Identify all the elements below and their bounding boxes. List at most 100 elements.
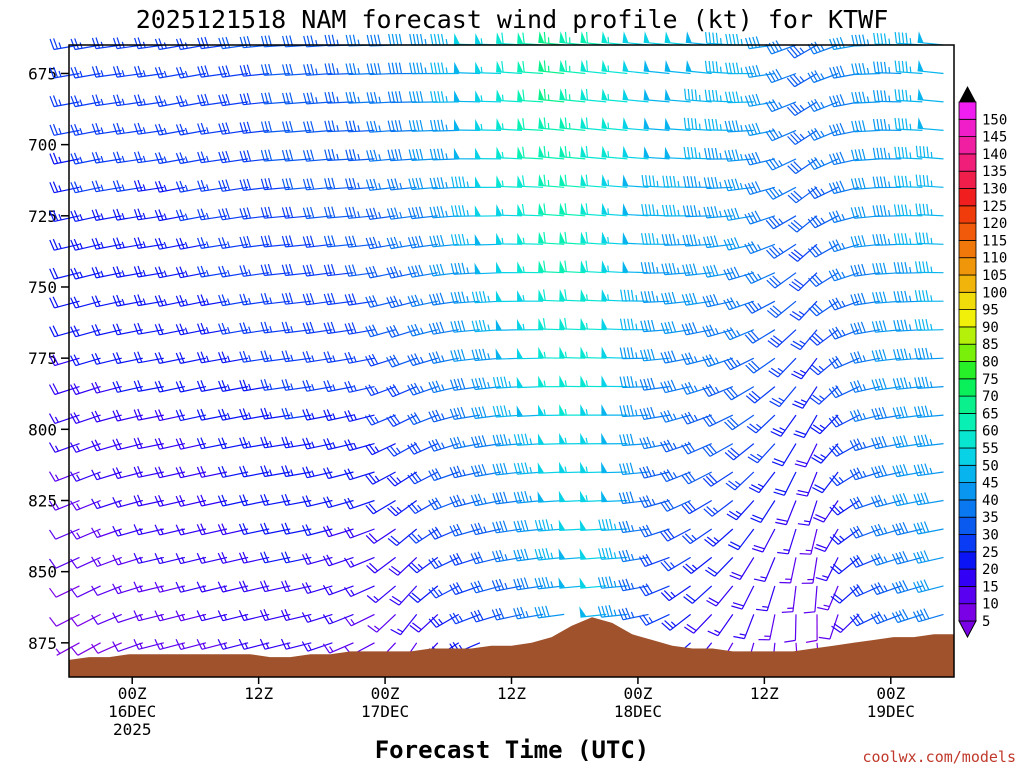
wind-barb <box>91 295 122 308</box>
wind-barb <box>196 408 228 421</box>
terrain-area <box>69 617 954 677</box>
wind-barb <box>238 523 270 535</box>
wind-barb <box>428 409 459 423</box>
wind-barb <box>849 380 881 393</box>
wind-barb <box>281 493 312 506</box>
wind-barb <box>388 62 417 75</box>
wind-barb <box>112 641 143 652</box>
wind-barb <box>807 98 839 112</box>
wind-barb <box>154 66 186 79</box>
wind-barb <box>260 63 291 76</box>
wind-barb <box>703 235 733 249</box>
wind-barb <box>770 414 797 437</box>
wind-barb <box>449 494 481 508</box>
wind-barb <box>196 638 228 650</box>
wind-barb <box>175 237 207 250</box>
wind-barb <box>133 610 164 622</box>
wind-barb <box>580 88 607 103</box>
wind-barb <box>829 500 860 516</box>
wind-barb <box>49 267 80 280</box>
wind-barb <box>787 129 818 146</box>
wind-barb <box>559 174 586 188</box>
wind-barb <box>260 321 291 334</box>
wind-barb <box>386 471 418 487</box>
colorbar-swatch <box>958 551 977 570</box>
colorbar-swatch <box>958 534 977 553</box>
wind-barb <box>471 319 502 333</box>
wind-barb <box>640 319 670 333</box>
wind-barb <box>661 262 691 276</box>
wind-barb <box>559 59 586 75</box>
wind-barb <box>196 465 228 478</box>
wind-barb <box>474 61 502 75</box>
wind-barb <box>387 528 418 547</box>
wind-barb <box>894 60 923 75</box>
wind-barb <box>829 65 860 79</box>
wind-barb <box>725 33 754 46</box>
wind-barb <box>808 272 839 288</box>
wind-barb <box>639 613 670 626</box>
wind-barb <box>794 443 818 468</box>
wind-barb <box>196 380 228 392</box>
wind-barb <box>386 295 417 309</box>
wind-barb <box>175 380 207 393</box>
wind-barb <box>322 613 354 625</box>
wind-barb <box>660 556 691 572</box>
wind-barb <box>641 233 670 245</box>
wind-barb <box>281 321 312 334</box>
colorbar-tick-label: 100 <box>982 285 1007 301</box>
wind-barb <box>281 436 312 449</box>
colorbar-swatch <box>958 447 977 466</box>
wind-barb <box>915 232 944 245</box>
wind-barb <box>154 266 186 279</box>
wind-barb <box>70 528 101 540</box>
wind-barb <box>91 180 122 193</box>
wind-barb <box>559 202 586 217</box>
wind-barb <box>281 522 312 535</box>
y-tick-label: 875 <box>28 634 57 653</box>
wind-barb <box>779 557 797 584</box>
wind-barb <box>324 91 354 104</box>
x-tick-label: 12Z <box>750 684 779 703</box>
wind-barb <box>660 321 691 335</box>
wind-barb <box>196 610 228 622</box>
wind-barb <box>260 436 291 449</box>
wind-barb <box>601 317 628 331</box>
wind-barb <box>238 580 270 593</box>
wind-barb <box>218 150 249 164</box>
wind-barb <box>49 296 80 309</box>
wind-barb <box>601 375 628 388</box>
wind-barb <box>619 347 649 360</box>
wind-barb <box>915 203 944 217</box>
wind-barb <box>133 552 164 564</box>
wind-barb <box>474 90 502 103</box>
wind-barb <box>580 145 607 160</box>
wind-barb <box>913 434 944 448</box>
wind-barb <box>801 557 818 584</box>
wind-barb <box>238 610 270 622</box>
wind-barb <box>703 206 733 219</box>
wind-barb <box>756 585 776 612</box>
wind-barb <box>733 614 755 640</box>
wind-barb <box>175 266 207 279</box>
wind-barb <box>409 62 438 75</box>
wind-barb <box>133 494 164 507</box>
wind-barb <box>408 177 438 191</box>
wind-barb <box>638 583 670 597</box>
wind-barb <box>851 148 881 162</box>
x-tick-label: 12Z <box>244 684 273 703</box>
wind-barb <box>175 581 207 593</box>
wind-barb <box>323 321 354 335</box>
wind-barb <box>133 408 164 421</box>
wind-barb <box>894 117 923 131</box>
wind-barb <box>643 88 670 103</box>
wind-barb <box>218 36 249 50</box>
wind-barb <box>811 443 839 464</box>
wind-barb <box>91 237 122 250</box>
wind-barb <box>891 580 923 594</box>
wind-barb <box>197 65 228 78</box>
wind-barb <box>828 414 860 428</box>
wind-barb <box>538 346 565 359</box>
wind-barb <box>790 329 818 351</box>
